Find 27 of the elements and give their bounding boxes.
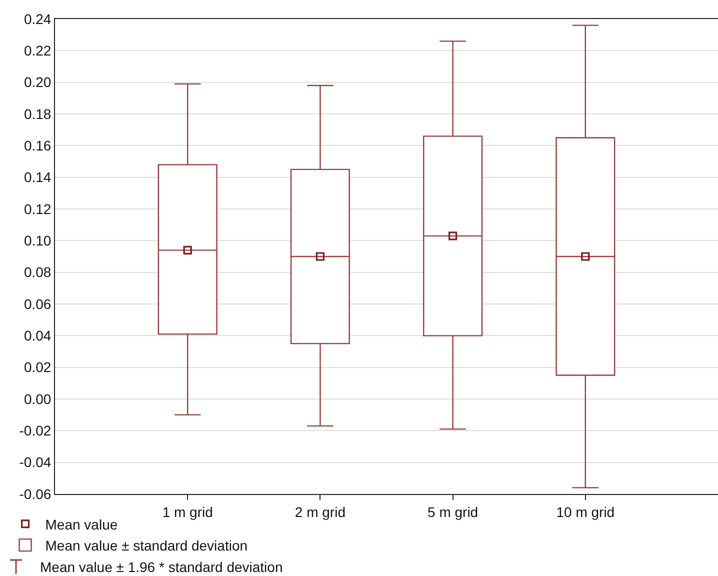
y-tick-label: -0.02 [19,422,52,439]
point [448,232,458,240]
y-tick-label: 0.22 [24,42,52,59]
point [316,252,324,261]
y-tick-label: 0.16 [24,138,52,154]
y-tick-label: 0.06 [24,296,52,312]
y-tick-label: -0.04 [19,454,52,470]
legend-label: Mean value ± standard deviation [45,538,248,554]
x-tick-label: 2 m grid [294,504,346,520]
y-tick-label: 0.04 [24,328,52,344]
y-tick-label: -0.06 [19,486,52,502]
text: Mean value ± 1.96 * standard deviation [40,559,283,575]
y-tick-label: 0.00 [24,390,52,407]
x-tick-label: 5 m grid [428,504,478,520]
y-tick-label: 0.18 [24,106,52,122]
legend-label: Mean value [45,516,118,532]
x-tick-label: 1 m grid [162,504,213,520]
y-tick-label: 0.12 [24,200,52,217]
y-tick-label: 0.24 [24,10,52,27]
y-tick-label: 0.14 [24,169,52,186]
x-tick-label: 10 m grid [556,504,615,520]
y-tick-label: 0.20 [24,74,52,90]
y-tick-label: 0.02 [24,359,52,376]
point [581,252,590,261]
y-tick-label: 0.08 [24,264,52,280]
y-tick-label: 0.10 [24,232,52,249]
point [183,246,192,254]
